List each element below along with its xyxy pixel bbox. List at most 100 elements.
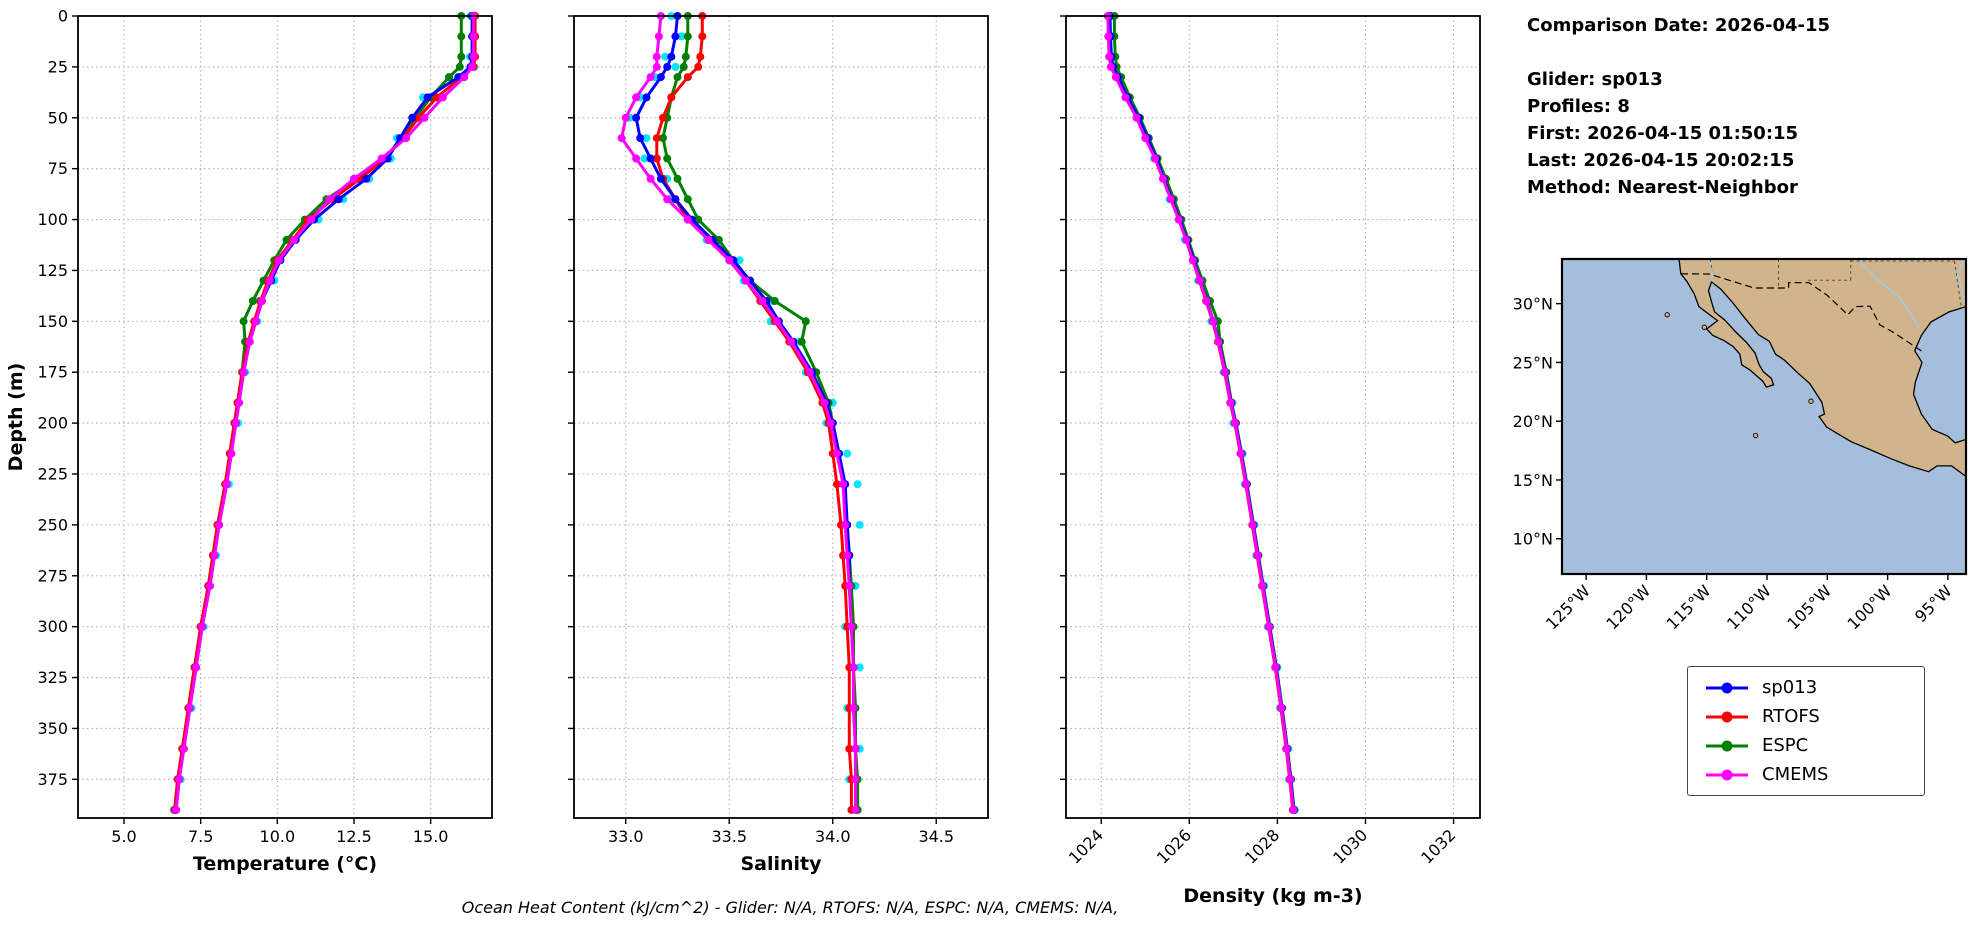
series-marker-CMEMS	[1226, 398, 1235, 407]
series-marker-CMEMS	[172, 805, 181, 814]
series-marker-CMEMS	[179, 744, 188, 753]
y-tick-label: 275	[37, 566, 68, 585]
series-marker-sp013	[632, 113, 641, 122]
series-marker-CMEMS	[1188, 256, 1197, 265]
series-marker-ESPC	[694, 215, 703, 224]
legend-line-swatch	[1706, 682, 1748, 693]
series-marker-CMEMS	[1236, 449, 1245, 458]
series-marker-ESPC	[673, 73, 682, 82]
series-marker-CMEMS	[1286, 775, 1295, 784]
lon-tick-label: 105°W	[1783, 581, 1835, 633]
series-marker-CMEMS	[1271, 663, 1280, 672]
temperature-profile-chart: 0 25 50 75 100 125 150 175 200 225 250 275 300 325 350…	[37, 7, 493, 875]
legend-label: ESPC	[1762, 735, 1809, 756]
series-marker-CMEMS	[377, 154, 386, 163]
series-marker-CMEMS	[652, 62, 661, 71]
legend-line-swatch	[1706, 740, 1748, 751]
axes-frame	[573, 15, 989, 819]
series-marker-CMEMS	[1174, 215, 1183, 224]
density-profile-chart: 1024 1026 1028 1030 1032 Density (kg m-3)	[1060, 12, 1481, 907]
legend-item-RTOFS: RTOFS	[1704, 706, 1908, 727]
series-marker-CMEMS	[468, 62, 477, 71]
series-marker-ESPC	[282, 235, 291, 244]
series-marker-CMEMS	[1104, 32, 1113, 41]
x-tick-label: 34.0	[815, 827, 851, 846]
series-marker-sp013	[423, 93, 432, 102]
profiles-count-text: Profiles: 8	[1527, 96, 1630, 117]
island	[1701, 324, 1707, 330]
series-marker-sp013	[671, 32, 680, 41]
lat-tick-label: 30°N	[1513, 295, 1553, 314]
series-marker-CMEMS	[1214, 337, 1223, 346]
y-tick-label: 150	[37, 312, 68, 331]
series-marker-ESPC	[673, 174, 682, 183]
legend-item-CMEMS: CMEMS	[1704, 764, 1908, 785]
series-marker-CMEMS	[1158, 174, 1167, 183]
series-marker-RTOFS	[652, 134, 661, 143]
series-marker-CMEMS	[1121, 93, 1130, 102]
series-marker-CMEMS	[1111, 73, 1120, 82]
series-marker-CMEMS	[806, 368, 814, 377]
us-mexico-border	[1680, 273, 1923, 352]
series-marker-CMEMS	[222, 480, 231, 489]
series-marker-CMEMS	[849, 663, 858, 672]
series-marker-glider_scatter	[640, 154, 649, 163]
series-marker-glider_scatter	[853, 480, 862, 489]
series-marker-CMEMS	[438, 93, 447, 102]
mexico-landmass	[1678, 259, 1966, 478]
metadata-panel: Comparison Date: 2026-04-15 Glider: sp01…	[1527, 12, 1830, 201]
legend-line-swatch	[1706, 769, 1748, 780]
series-marker-sp013	[362, 174, 371, 183]
series-marker-ESPC	[683, 32, 692, 41]
river	[1856, 259, 1920, 329]
series-marker-RTOFS	[832, 480, 841, 489]
series-marker-RTOFS	[683, 73, 692, 82]
salinity-profile-chart: 33.0 33.5 34.0 34.5 Salinity	[568, 12, 989, 875]
series-marker-glider_scatter	[677, 32, 686, 41]
series-marker-CMEMS	[851, 775, 860, 784]
y-tick-label: 50	[48, 108, 68, 127]
series-marker-CMEMS	[307, 215, 316, 224]
series-marker-CMEMS	[1282, 744, 1291, 753]
series-marker-CMEMS	[741, 276, 750, 285]
series-line-sp013	[634, 15, 857, 810]
series-marker-CMEMS	[646, 73, 655, 82]
series-marker-CMEMS	[1105, 52, 1114, 61]
series-marker-ESPC	[457, 52, 466, 61]
y-tick-label: 100	[37, 210, 68, 229]
y-axis-label: Depth (m)	[5, 362, 27, 472]
x-axis-label: Density (kg m-3)	[1183, 885, 1362, 907]
x-axis-label: Temperature (°C)	[193, 853, 377, 875]
series-line-ESPC	[173, 16, 463, 811]
series-marker-CMEMS	[617, 134, 626, 143]
axes-frame	[77, 15, 493, 819]
series-marker-glider_scatter	[661, 52, 670, 61]
series-marker-ESPC	[659, 134, 667, 143]
river	[1709, 259, 1714, 282]
series-marker-glider_scatter	[642, 134, 651, 143]
y-tick-label: 350	[37, 719, 68, 738]
series-marker-CMEMS	[227, 449, 236, 458]
series-marker-RTOFS	[694, 62, 703, 71]
ohc-caption: Ocean Heat Content (kJ/cm^2) - Glider: N…	[461, 898, 1119, 917]
comparison-date-text: Comparison Date: 2026-04-15	[1527, 15, 1831, 36]
series-marker-sp013	[642, 93, 651, 102]
series-marker-CMEMS	[632, 93, 641, 102]
series-marker-CMEMS	[1202, 297, 1211, 305]
series-line-CMEMS	[1106, 15, 1295, 811]
x-tick-label: 15.0	[413, 827, 449, 846]
series-marker-CMEMS	[849, 704, 858, 713]
series-marker-CMEMS	[847, 622, 856, 631]
map-frame	[1560, 257, 1968, 576]
series-marker-CMEMS	[245, 337, 254, 346]
state-border	[1954, 261, 1962, 307]
series-marker-ESPC	[445, 73, 454, 82]
series-marker-CMEMS	[632, 154, 641, 163]
series-marker-ESPC	[770, 297, 779, 305]
legend-label: RTOFS	[1762, 706, 1820, 727]
series-marker-CMEMS	[758, 297, 767, 305]
legend: sp013 RTOFS ESPC CMEMS	[1687, 666, 1925, 796]
series-marker-glider_scatter	[855, 663, 864, 672]
series-line-ESPC	[1112, 16, 1296, 811]
series-marker-CMEMS	[1242, 480, 1251, 489]
